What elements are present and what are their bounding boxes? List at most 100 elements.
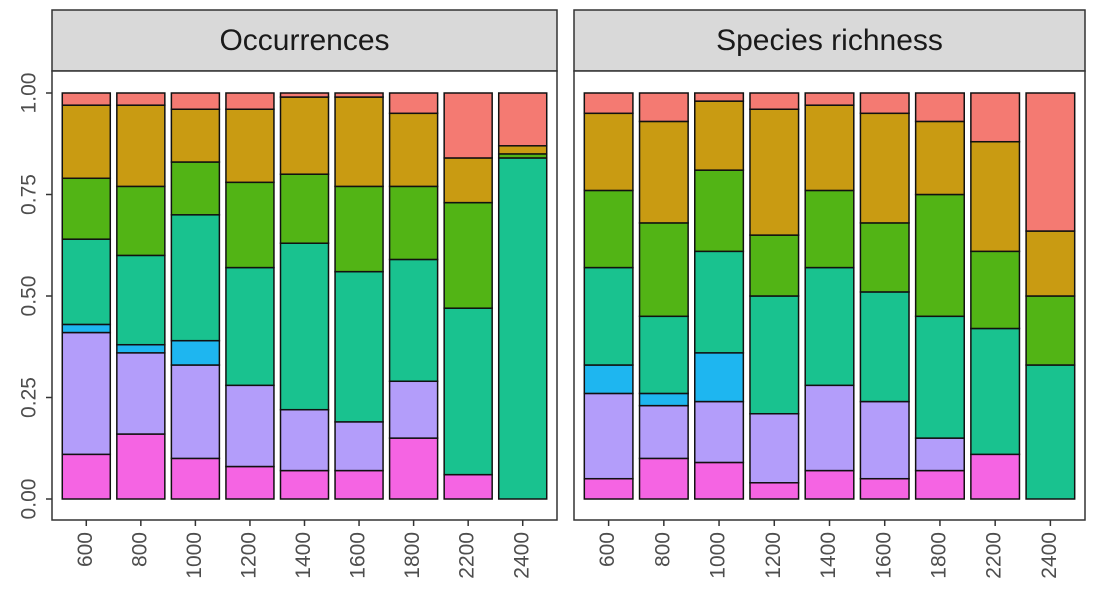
bar-segment: [279, 92, 330, 98]
x-tick-label: 600: [74, 532, 97, 567]
bar-segment: [804, 469, 855, 500]
y-tick-label: 0.75: [18, 174, 41, 215]
bar-segment: [116, 352, 166, 435]
bar-segment: [279, 173, 330, 244]
bar-segment: [914, 120, 965, 196]
bar-segment: [225, 92, 275, 110]
bar-segment: [694, 92, 745, 102]
bar-segment: [334, 421, 384, 472]
bar-segment: [1025, 92, 1076, 232]
panel-title: Species richness: [716, 24, 943, 57]
bar-segment: [638, 457, 689, 500]
bar-segment: [694, 100, 745, 171]
bar-segment: [388, 437, 439, 500]
bar-segment: [61, 104, 112, 180]
bar-segment: [497, 157, 548, 500]
bar-segment: [694, 250, 745, 354]
bar-segment: [388, 185, 439, 261]
bar-segment: [859, 112, 910, 224]
bar-segment: [443, 157, 493, 204]
bar-segment: [749, 234, 800, 297]
x-tick-label: 1200: [237, 532, 260, 579]
x-tick-label: 1400: [292, 532, 315, 579]
bar-segment: [970, 140, 1021, 253]
bar-segment: [279, 408, 330, 472]
bar-segment: [859, 477, 910, 500]
x-tick-label: 2200: [983, 532, 1006, 579]
bar-segment: [170, 161, 221, 216]
bar-segment: [970, 250, 1021, 330]
bar-segment: [1025, 230, 1076, 297]
x-tick-label: 1600: [872, 532, 895, 579]
bar-segment: [638, 315, 689, 395]
bar-segment: [170, 108, 221, 163]
bar-segment: [116, 104, 166, 188]
strip: [51, 9, 558, 72]
x-tick-label: 1200: [762, 532, 785, 579]
bar-segment: [970, 453, 1021, 500]
bar-segment: [914, 437, 965, 472]
bar-segment: [334, 96, 384, 188]
bar-segment: [443, 92, 493, 159]
bar-segment: [170, 92, 221, 110]
bar-segment: [914, 469, 965, 500]
bar-segment: [583, 112, 634, 192]
bar-segment: [61, 323, 112, 334]
bar-segment: [583, 266, 634, 366]
bar-segment: [694, 352, 745, 403]
bar-segment: [1025, 295, 1076, 366]
bar-segment: [61, 238, 112, 326]
bar-segment: [859, 92, 910, 115]
bar-segment: [694, 169, 745, 253]
bar-segment: [583, 92, 634, 115]
x-tick-label: 2400: [510, 532, 533, 579]
bar-segment: [61, 92, 112, 106]
bar-segment: [388, 112, 439, 188]
bar-segment: [749, 295, 800, 415]
bar-segment: [334, 270, 384, 423]
x-tick-label: 1600: [347, 532, 370, 579]
bar-segment: [443, 201, 493, 309]
bar-segment: [1025, 364, 1076, 500]
bar-segment: [583, 392, 634, 480]
bar-segment: [749, 108, 800, 236]
bar-segment: [859, 400, 910, 480]
x-tick-label: 600: [596, 532, 619, 567]
bar-segment: [116, 254, 166, 346]
x-tick-label: 800: [128, 532, 151, 567]
bar-segment: [443, 307, 493, 476]
y-tick-label: 0.50: [18, 276, 41, 317]
bar-segment: [170, 339, 221, 366]
bar-segment: [638, 222, 689, 318]
bar-segment: [694, 400, 745, 464]
x-tick-label: 800: [651, 532, 674, 567]
bar-segment: [279, 469, 330, 500]
bar-segment: [583, 189, 634, 269]
bar-segment: [804, 266, 855, 387]
bar-segment: [497, 92, 548, 147]
bar-segment: [804, 104, 855, 192]
bar-segment: [583, 364, 634, 395]
x-tick-label: 1800: [401, 532, 424, 579]
bar-segment: [170, 457, 221, 500]
bar-segment: [334, 469, 384, 500]
bar-segment: [749, 412, 800, 484]
bar-segment: [638, 392, 689, 407]
x-tick-label: 1800: [927, 532, 950, 579]
bar-segment: [443, 473, 493, 500]
bar-segment: [749, 482, 800, 500]
bar-segment: [116, 92, 166, 106]
bar-segment: [334, 185, 384, 273]
bar-segment: [749, 92, 800, 110]
bar-segment: [914, 92, 965, 123]
bar-segment: [804, 92, 855, 106]
bar-segment: [497, 145, 548, 155]
strip: [573, 9, 1086, 72]
bar-segment: [225, 465, 275, 500]
bar-segment: [694, 461, 745, 500]
bar-segment: [388, 380, 439, 439]
bar-segment: [914, 193, 965, 318]
bar-segment: [61, 331, 112, 456]
bar-segment: [334, 92, 384, 98]
